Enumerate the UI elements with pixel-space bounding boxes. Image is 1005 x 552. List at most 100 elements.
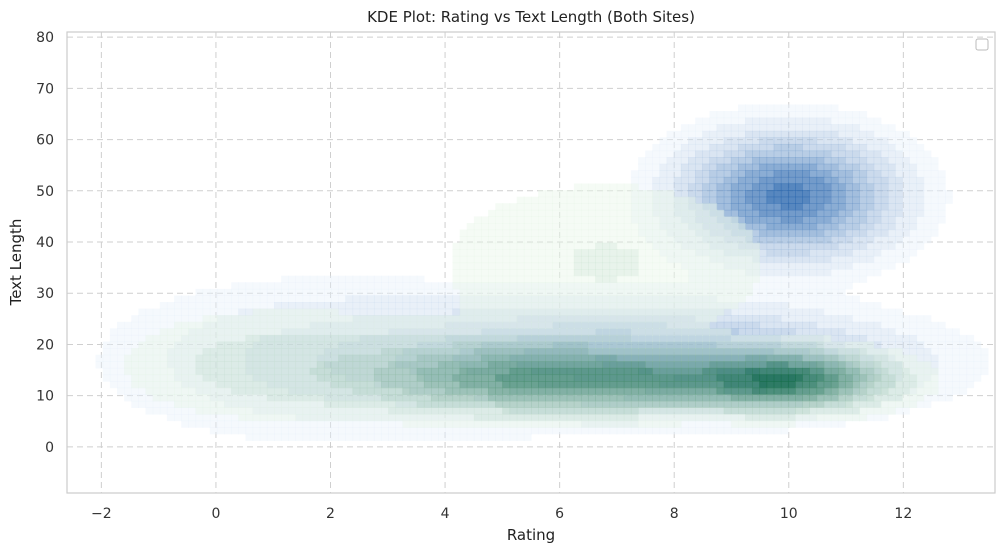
density-cell <box>859 341 868 349</box>
density-cell <box>816 222 825 231</box>
density-cell <box>473 308 482 316</box>
density-cell <box>909 190 918 198</box>
density-cell <box>488 302 496 310</box>
density-cell <box>759 262 768 270</box>
density-cell <box>516 209 525 217</box>
density-cell <box>595 282 603 290</box>
density-cell <box>680 170 689 178</box>
density-cell <box>795 334 803 343</box>
density-cell <box>652 295 661 303</box>
density-cell <box>630 427 639 435</box>
density-cell <box>338 407 346 415</box>
density-cell <box>538 242 546 250</box>
density-cell <box>345 387 354 395</box>
density-cell <box>252 374 261 382</box>
density-cell <box>816 157 825 165</box>
density-cell <box>723 216 732 224</box>
density-cell <box>738 348 746 356</box>
density-cell <box>688 315 696 323</box>
density-cell <box>216 302 225 310</box>
density-cell <box>345 341 354 349</box>
density-cell <box>366 394 375 402</box>
density-cell <box>780 321 789 329</box>
density-cell <box>438 282 446 290</box>
density-cell <box>395 302 404 310</box>
density-cell <box>238 381 247 389</box>
density-cell <box>895 361 903 369</box>
density-cell <box>481 433 489 441</box>
density-cell <box>502 328 511 336</box>
density-cell <box>531 334 539 343</box>
density-cell <box>773 427 782 435</box>
density-cell <box>281 413 289 422</box>
density-cell <box>702 124 711 132</box>
density-cell <box>323 394 332 402</box>
density-cell <box>916 176 925 185</box>
density-cell <box>559 242 568 250</box>
density-cell <box>723 288 732 297</box>
density-cell <box>752 255 761 264</box>
density-cell <box>495 295 504 303</box>
density-cell <box>573 262 582 270</box>
density-cell <box>873 190 882 198</box>
density-cell <box>509 308 518 316</box>
density-cell <box>602 321 611 329</box>
density-cell <box>809 302 818 310</box>
density-cell <box>545 308 554 316</box>
density-cell <box>688 216 696 224</box>
density-cell <box>680 216 689 224</box>
density-cell <box>809 269 818 277</box>
density-cell <box>288 400 297 408</box>
density-cell <box>438 328 446 336</box>
density-cell <box>209 334 218 343</box>
density-cell <box>381 315 389 323</box>
density-cell <box>509 334 518 343</box>
density-cell <box>488 242 496 250</box>
density-cell <box>745 334 753 343</box>
density-cell <box>780 216 789 224</box>
density-cell <box>381 427 389 435</box>
density-cell <box>716 157 725 165</box>
density-cell <box>730 157 739 165</box>
density-cell <box>895 157 903 165</box>
density-cell <box>252 394 261 402</box>
density-cell <box>466 288 475 297</box>
density-cell <box>709 262 718 270</box>
density-cell <box>174 341 182 349</box>
density-cell <box>638 222 646 231</box>
density-cell <box>488 334 496 343</box>
density-cell <box>473 315 482 323</box>
density-cell <box>830 157 839 165</box>
density-cell <box>323 341 332 349</box>
density-cell <box>916 400 925 408</box>
density-cell <box>709 137 718 145</box>
density-cell <box>730 170 739 178</box>
density-cell <box>502 295 511 303</box>
density-cell <box>366 321 375 329</box>
density-cell <box>645 216 653 224</box>
density-cell <box>452 407 461 415</box>
density-cell <box>566 328 575 336</box>
density-cell <box>645 315 653 323</box>
density-cell <box>695 143 703 152</box>
density-cell <box>823 334 832 343</box>
density-cell <box>495 308 504 316</box>
density-cell <box>723 249 732 257</box>
density-cell <box>638 203 646 211</box>
density-cell <box>695 321 703 329</box>
density-cell <box>431 348 439 356</box>
density-cell <box>545 427 554 435</box>
density-cell <box>481 236 489 244</box>
density-cell <box>652 229 661 237</box>
density-cell <box>495 315 504 323</box>
density-cell <box>816 328 825 336</box>
density-cell <box>388 420 396 428</box>
density-cell <box>780 413 789 422</box>
density-cell <box>238 302 247 310</box>
density-cell <box>723 275 732 283</box>
density-cell <box>473 308 482 316</box>
density-cell <box>823 302 832 310</box>
density-cell <box>652 407 661 415</box>
density-cell <box>638 334 646 343</box>
density-cell <box>616 308 625 316</box>
